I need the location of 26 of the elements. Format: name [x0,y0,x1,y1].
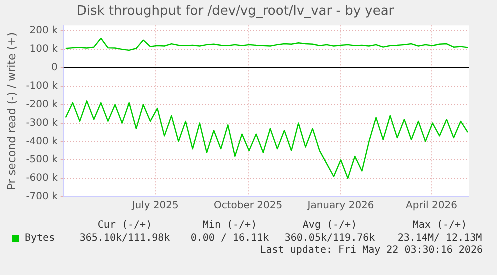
text: 365.10k/111.98k [80,233,170,244]
y-tick-label: -400 k [26,136,58,148]
text: 360.05k/119.76k [284,233,376,244]
x-tick-label: April 2026 [406,200,458,212]
text: Min (-/+) [202,220,258,231]
y-tick-label: -300 k [26,118,58,129]
text: Last update: Fri May 22 03:30:16 2026 [260,245,483,256]
chart-title: Disk throughput for /dev/vg_root/lv_var - by year [76,4,395,20]
text: Cur (-/+) [98,220,152,231]
text: Max (-/+) [412,220,468,231]
legend-label: Bytes [25,233,56,244]
x-tick-label: January 2026 [306,200,374,212]
y-axis-title: Pr second read (-) / write (+) [5,32,18,190]
text: 23.14M/ 12.13M [398,233,482,244]
y-tick-label: 200 k [30,26,58,37]
text: 0.00 / 16.11k [190,233,270,244]
y-tick-label: -600 k [26,173,58,184]
y-tick-label: -100 k [26,81,58,92]
text: Avg (-/+) [302,220,358,231]
y-tick-label: -500 k [26,154,58,166]
y-tick-label: 0 [51,62,58,74]
y-tick-label: -200 k [26,99,58,110]
x-tick-label: October 2025 [214,200,283,212]
x-tick-label: July 2025 [131,200,179,212]
y-tick-label: 100 k [30,44,58,56]
y-tick-label: -700 k [26,192,58,203]
